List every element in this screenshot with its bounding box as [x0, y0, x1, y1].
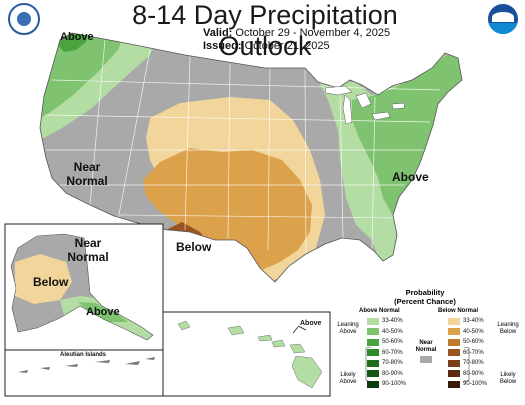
- legend-below-range-label: 70-80%: [463, 360, 484, 367]
- legend-near-normal: Near Normal: [413, 340, 439, 363]
- legend-below-row: 70-80%: [448, 358, 487, 369]
- legend-below-row: 50-60%: [448, 337, 487, 348]
- legend-above-range-label: 60-70%: [382, 349, 403, 356]
- leaning-above-line2: Above: [339, 329, 357, 335]
- label-near-line2: Normal: [66, 174, 108, 188]
- legend-likely-above: Likely Above: [336, 372, 360, 386]
- noaa-gull-icon: [492, 12, 514, 22]
- legend-below-swatch: [448, 338, 460, 346]
- likely-above-line1: Likely: [340, 372, 356, 378]
- legend-below-swatch: [448, 380, 460, 388]
- legend-above-swatch: [367, 359, 379, 367]
- legend-above-row: 80-90%: [367, 369, 406, 380]
- legend-below-swatch: [448, 359, 460, 367]
- legend-below-swatch: [448, 328, 460, 336]
- near-line1: Near: [419, 340, 433, 346]
- legend-above-row: 60-70%: [367, 348, 406, 359]
- legend-below-range-label: 33-40%: [463, 318, 484, 325]
- commerce-seal-logo: [8, 3, 40, 35]
- label-ak-near-line2: Normal: [67, 250, 109, 264]
- legend-above-range-label: 80-90%: [382, 370, 403, 377]
- legend-title-line2: (Percent Chance): [394, 297, 456, 306]
- legend-below-row: 80-90%: [448, 369, 487, 380]
- legend-above-range-label: 70-80%: [382, 360, 403, 367]
- legend-below-range-label: 40-50%: [463, 328, 484, 335]
- legend-title-line1: Probability: [405, 288, 445, 297]
- leaning-above-line1: Leaning: [337, 322, 359, 328]
- page-title: 8-14 Day Precipitation Outlook: [132, 0, 398, 61]
- legend-above-row: 50-60%: [367, 337, 406, 348]
- label-hawaii-above: Above: [300, 320, 322, 327]
- legend-above-range-label: 90-100%: [382, 381, 407, 388]
- alaska-inset: [4, 223, 164, 397]
- legend-above-swatch: [367, 370, 379, 378]
- leaning-below-line2: Below: [499, 329, 517, 335]
- label-ak-near-line1: Near: [74, 236, 102, 250]
- legend-below-swatch: [448, 370, 460, 378]
- valid-value: October 29 - November 4, 2025: [235, 27, 391, 39]
- legend-below-range-label: 90-100%: [463, 381, 488, 388]
- legend-above-header: Above Normal: [359, 308, 400, 314]
- legend-above-swatch: [367, 338, 379, 346]
- label-above-northwest: Above: [60, 31, 94, 43]
- issued-value: October 21, 2025: [244, 40, 330, 52]
- legend-above-row: 33-40%: [367, 316, 406, 327]
- legend-leaning-below: Leaning Below: [495, 322, 521, 336]
- legend-title: Probability (Percent Chance): [375, 288, 475, 306]
- valid-label: Valid:: [203, 27, 233, 39]
- valid-dates: Valid: October 29 - November 4, 2025: [203, 27, 390, 39]
- noaa-logo: [488, 4, 518, 34]
- legend-above-row: 40-50%: [367, 327, 406, 338]
- sw-below-40-50: [143, 148, 312, 270]
- likely-below-line2: Below: [499, 379, 517, 385]
- label-aleutian-islands: Aleutian Islands: [60, 352, 107, 358]
- legend-above-range-label: 50-60%: [382, 339, 403, 346]
- legend-above-swatch: [367, 317, 379, 325]
- legend-below-swatch: [448, 349, 460, 357]
- legend-above-swatch: [367, 349, 379, 357]
- near-line2: Normal: [415, 347, 437, 353]
- legend-below-row: 40-50%: [448, 327, 487, 338]
- issued-date: Issued: October 21, 2025: [203, 40, 330, 52]
- hawaii-inset: [162, 311, 331, 397]
- likely-below-line1: Likely: [500, 372, 516, 378]
- label-near-line1: Near: [73, 160, 101, 174]
- great-lakes: [324, 85, 406, 125]
- leaning-below-line1: Leaning: [497, 322, 519, 328]
- legend-below-range-label: 50-60%: [463, 339, 484, 346]
- label-alaska-below: Below: [33, 275, 69, 289]
- legend-below-range-label: 80-90%: [463, 370, 484, 377]
- legend-above-swatch: [367, 380, 379, 388]
- label-above-east: Above: [392, 170, 429, 184]
- legend-below-swatch: [448, 317, 460, 325]
- label-below-southwest: Below: [176, 240, 212, 254]
- legend-leaning-above: Leaning Above: [336, 322, 360, 336]
- above-swatch-list: 33-40% 40-50% 50-60% 60-70% 70-80% 80-90% 90-1…: [367, 316, 406, 390]
- legend-below-range-label: 60-70%: [463, 349, 484, 356]
- below-swatch-list: 33-40% 40-50% 50-60% 60-70% 70-80% 80-90% 90-1…: [448, 316, 487, 390]
- legend-above-row: 70-80%: [367, 358, 406, 369]
- legend-below-row: 90-100%: [448, 379, 487, 390]
- legend-below-row: 33-40%: [448, 316, 487, 327]
- eagle-icon: [17, 12, 31, 26]
- legend-above-range-label: 40-50%: [382, 328, 403, 335]
- issued-label: Issued:: [203, 40, 242, 52]
- label-alaska-above: Above: [86, 306, 120, 318]
- legend-below-row: 60-70%: [448, 348, 487, 359]
- likely-above-line2: Above: [339, 379, 357, 385]
- legend-above-row: 90-100%: [367, 379, 406, 390]
- nw-above-50-60: [58, 33, 88, 52]
- legend-above-range-label: 33-40%: [382, 318, 403, 325]
- legend: Probability (Percent Chance) Above Norma…: [335, 288, 523, 403]
- label-near-normal-west: Near Normal: [64, 160, 110, 188]
- legend-above-swatch: [367, 328, 379, 336]
- near-normal-swatch: [420, 356, 432, 363]
- legend-below-header: Below Normal: [438, 308, 479, 314]
- label-alaska-near-normal: Near Normal: [64, 236, 112, 264]
- legend-likely-below: Likely Below: [495, 372, 521, 386]
